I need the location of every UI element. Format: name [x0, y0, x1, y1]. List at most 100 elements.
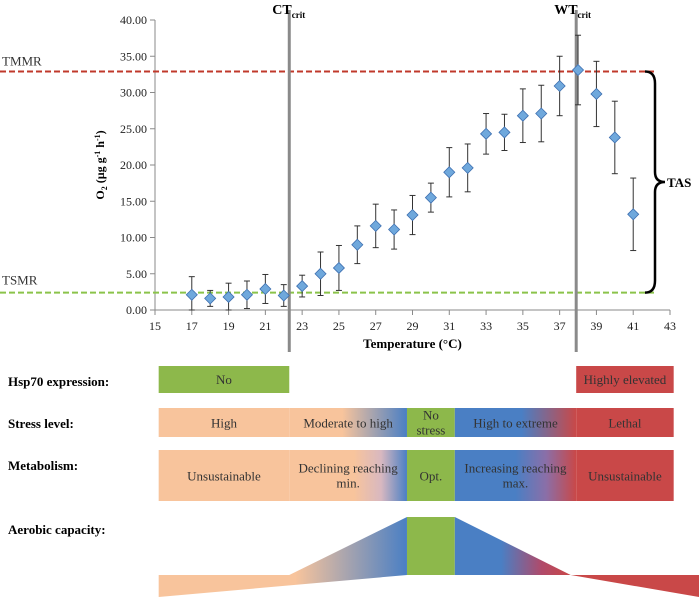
hsp70-band-elevated-text: Highly elevated: [584, 372, 667, 387]
stress-band-moderate-text: Moderate to high: [303, 416, 393, 431]
data-point: [571, 63, 585, 77]
tmmr-label: TMMR: [2, 53, 42, 68]
data-point: [627, 208, 640, 221]
y-tick-label: 25.00: [120, 122, 147, 136]
stress-row-label: Stress level:: [8, 416, 74, 431]
data-point: [590, 87, 603, 101]
y-title-sub: 2: [100, 186, 109, 190]
x-tick-label: 27: [370, 319, 382, 333]
x-tick-label: 25: [333, 319, 345, 333]
data-point: [204, 292, 217, 305]
plot-area: 0.00 5.00 10.00 15.00 20.00 25.00 30.00 35.00 40…: [0, 3, 691, 352]
ct-crit-main: CT: [272, 3, 292, 18]
data-point: [314, 267, 327, 280]
x-tick-label: 19: [223, 319, 235, 333]
x-tick-label: 33: [480, 319, 492, 333]
data-point: [259, 282, 272, 296]
error-bars: [188, 34, 637, 311]
hsp70-band-elevated: [576, 366, 674, 393]
x-tick-label: 21: [259, 319, 271, 333]
aerobic-shape-falling: [454, 517, 571, 575]
metabolism-band-unsustainable-low: [158, 450, 290, 501]
aerobic-shape-rising: [158, 517, 407, 597]
metabolism-band-unsustainable-high: [576, 450, 674, 501]
x-tick-label: 35: [517, 319, 529, 333]
x-tick-label: 31: [443, 319, 455, 333]
stress-band-extreme: [454, 408, 577, 437]
data-point: [535, 107, 548, 120]
y-title-h: h: [93, 141, 107, 151]
y-tick-label: 30.00: [120, 86, 147, 100]
aerobic-shape-tail: [570, 575, 699, 597]
data-point: [424, 191, 437, 204]
stress-band-extreme-text: High to extreme: [473, 416, 558, 431]
data-point: [516, 109, 529, 122]
y-tick-label: 10.00: [120, 231, 147, 245]
metabolism-band-unsustainable-high-text: Unsustainable: [588, 469, 662, 484]
wt-crit-main: WT: [554, 3, 578, 18]
data-points: [185, 63, 640, 305]
x-tick-label: 39: [590, 319, 602, 333]
data-point: [480, 127, 493, 140]
data-point: [443, 166, 456, 179]
y-axis: 0.00 5.00 10.00 15.00 20.00 25.00 30.00 35.00 40…: [120, 13, 155, 317]
y-tick-label: 35.00: [120, 49, 147, 63]
hsp70-band-no-text: No: [216, 372, 232, 387]
y-title-unit: (µg g: [93, 157, 107, 186]
stress-row: High Moderate to high No stress High to e…: [158, 408, 674, 438]
metabolism-band-optimal: [406, 450, 455, 501]
data-point: [185, 288, 198, 301]
data-point: [240, 288, 254, 301]
y-axis-title: O2 (µg g-1 h-1): [93, 130, 109, 199]
x-axis-title: Temperature (°C): [363, 336, 462, 351]
metabolism-band-increasing-text: Increasing reaching max.: [464, 461, 567, 491]
data-point: [369, 219, 382, 232]
metabolism-band-optimal-text: Opt.: [420, 469, 443, 484]
data-point: [553, 79, 566, 93]
data-point: [332, 261, 345, 275]
tsmr-label: TSMR: [2, 273, 38, 288]
x-tick-label: 37: [554, 319, 566, 333]
stress-band-lethal-text: Lethal: [608, 416, 642, 431]
tas-brace: [644, 70, 666, 294]
y-title-sup2: -1: [93, 134, 102, 141]
data-point: [222, 290, 235, 304]
x-tick-label: 43: [664, 319, 676, 333]
aerobic-shape-optimal: [406, 517, 455, 575]
wt-crit-sub: crit: [578, 10, 592, 20]
stress-band-lethal: [576, 408, 674, 437]
stress-band-moderate: [289, 408, 407, 437]
y-tick-label: 20.00: [120, 158, 147, 172]
y-tick-label: 5.00: [126, 267, 147, 281]
y-title-close: ): [93, 130, 107, 134]
data-point: [608, 131, 621, 144]
data-point: [498, 126, 511, 139]
stress-band-high-text: High: [211, 416, 238, 431]
tas-label: TAS: [667, 175, 691, 190]
aerobic-capacity-row: [158, 517, 699, 597]
y-title-o: O: [93, 190, 107, 199]
data-point: [388, 223, 401, 236]
x-tick-label: 29: [407, 319, 419, 333]
ct-crit-sub: crit: [292, 10, 306, 20]
y-tick-label: 0.00: [126, 303, 147, 317]
x-tick-label: 41: [627, 319, 639, 333]
metabolism-band-declining-text: Declining reaching min.: [298, 461, 398, 491]
stress-band-none-text: No stress: [416, 408, 445, 438]
metabolism-band-increasing: [454, 450, 577, 501]
ct-crit-label: CTcrit: [272, 3, 305, 20]
data-point: [461, 161, 474, 174]
aerobic-row-label: Aerobic capacity:: [8, 522, 106, 537]
stress-band-none: [406, 408, 455, 437]
hsp70-row-label: Hsp70 expression:: [8, 374, 109, 389]
data-point: [277, 289, 290, 302]
x-tick-label: 17: [186, 319, 198, 333]
wt-crit-label: WTcrit: [554, 3, 591, 20]
data-point: [406, 208, 419, 222]
metabolism-band-unsustainable-low-text: Unsustainable: [187, 469, 261, 484]
y-title-sup1: -1: [93, 151, 102, 158]
metabolism-band-declining: [289, 450, 407, 501]
y-tick-label: 15.00: [120, 194, 147, 208]
metabolism-row: Unsustainable Declining reaching min. Opt…: [158, 450, 674, 501]
